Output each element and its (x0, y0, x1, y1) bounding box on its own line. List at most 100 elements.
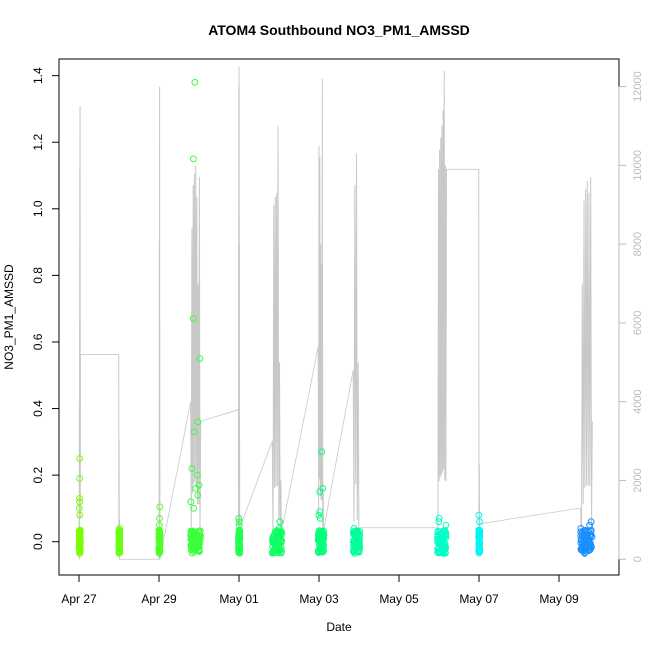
altitude-trace (352, 153, 361, 553)
data-point (190, 505, 198, 512)
data-point (187, 498, 195, 506)
altitude-connector (159, 401, 192, 560)
data-point (476, 518, 483, 526)
y-axis-label: NO3_PM1_AMSSD (2, 264, 16, 370)
data-point (316, 515, 324, 522)
chart-title: ATOM4 Southbound NO3_PM1_AMSSD (208, 22, 470, 38)
data-point (577, 545, 585, 553)
data-point (271, 543, 279, 550)
altitude-trace (271, 125, 283, 553)
altitude-trace (436, 70, 447, 553)
y2-axis: 0 2000 4000 6000 8000 10000 12000 (618, 71, 644, 562)
x-tick-label: May 05 (379, 592, 419, 606)
data-point (115, 547, 123, 554)
data-point (235, 544, 242, 552)
data-point (441, 539, 449, 547)
data-point (235, 549, 243, 556)
data-point (578, 546, 586, 554)
data-point (354, 528, 362, 536)
data-point (192, 485, 200, 492)
data-point (75, 505, 83, 512)
data-point (115, 528, 123, 536)
data-point (585, 535, 593, 542)
data-point (318, 448, 326, 456)
data-point (270, 549, 278, 556)
data-point (587, 518, 595, 526)
data-point (588, 533, 596, 541)
data-point (156, 521, 163, 529)
data-point (191, 539, 199, 547)
data-point (76, 475, 83, 482)
data-point (437, 538, 445, 546)
data-point (587, 542, 595, 550)
data-point (353, 547, 361, 555)
data-point (577, 539, 585, 547)
data-point (76, 455, 83, 462)
data-point (195, 543, 203, 551)
data-point (442, 521, 450, 529)
x-tick-label: May 07 (459, 592, 499, 606)
data-point (350, 547, 358, 554)
y-tick-label: 1.4 (31, 67, 45, 84)
altitude-trace (580, 177, 593, 550)
x-tick-label: May 03 (299, 592, 339, 606)
data-point (235, 545, 243, 553)
y2-tick-label: 4000 (632, 389, 644, 413)
y2-tick-label: 10000 (632, 150, 644, 181)
data-point (435, 518, 443, 526)
data-point (435, 515, 443, 522)
data-point (156, 503, 164, 511)
altitude-connector (200, 409, 239, 422)
data-point (194, 491, 202, 499)
data-point (356, 532, 363, 540)
data-point (76, 511, 84, 519)
data-point (188, 465, 196, 472)
data-point (76, 495, 83, 502)
data-point (319, 535, 327, 543)
data-point (193, 536, 201, 543)
y-tick-label: 0.4 (31, 400, 45, 417)
data-point (476, 531, 484, 538)
altitude-connector (239, 440, 273, 528)
y-tick-label: 0.0 (31, 533, 45, 550)
data-point (475, 543, 483, 551)
data-point (235, 530, 243, 538)
data-point (235, 518, 243, 526)
data-point (355, 541, 363, 549)
data-point (316, 488, 324, 496)
altitude-trace (190, 165, 202, 532)
plot-frame (58, 58, 620, 576)
data-point (435, 545, 442, 552)
data-point (76, 534, 83, 541)
y2-tick-label: 6000 (632, 311, 644, 335)
data-point (76, 498, 83, 506)
y-tick-label: 0.2 (31, 466, 45, 483)
data-point (475, 511, 483, 519)
data-point (187, 529, 195, 536)
data-point (319, 539, 327, 547)
data-point (269, 536, 276, 543)
data-point (277, 536, 284, 544)
data-point (155, 539, 163, 546)
y2-tick-label: 0 (632, 556, 644, 562)
points-layer (75, 78, 596, 557)
data-point (350, 537, 357, 545)
data-point (235, 537, 243, 545)
data-point (190, 428, 198, 436)
data-point (276, 547, 284, 554)
data-point (476, 547, 484, 555)
altitude-connector (323, 370, 354, 528)
data-point (116, 535, 123, 543)
data-point (196, 355, 204, 363)
x-tick-label: May 09 (539, 592, 579, 606)
altitude-connector (281, 346, 319, 528)
data-point (190, 529, 198, 536)
altitude-trace (317, 78, 325, 553)
data-point (76, 549, 83, 557)
altitude-trace (78, 106, 81, 560)
data-point (156, 515, 163, 522)
y2-tick-label: 12000 (632, 71, 644, 102)
data-point (475, 527, 483, 534)
y-axis: 0.0 0.2 0.4 0.6 0.8 1.0 1.2 1.4 (31, 67, 60, 550)
